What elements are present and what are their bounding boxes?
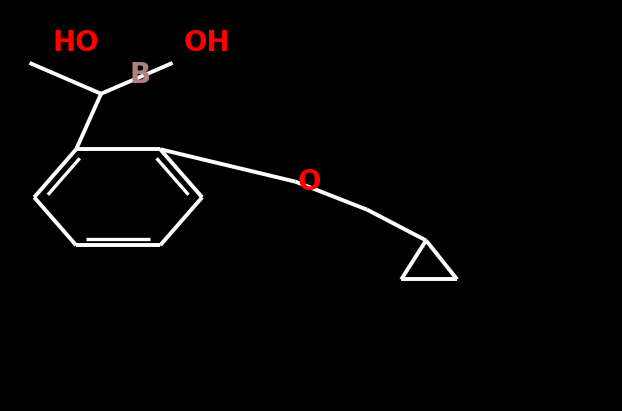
Text: OH: OH: [183, 29, 230, 57]
Text: HO: HO: [53, 29, 100, 57]
Text: O: O: [298, 168, 322, 196]
Text: B: B: [129, 61, 151, 89]
